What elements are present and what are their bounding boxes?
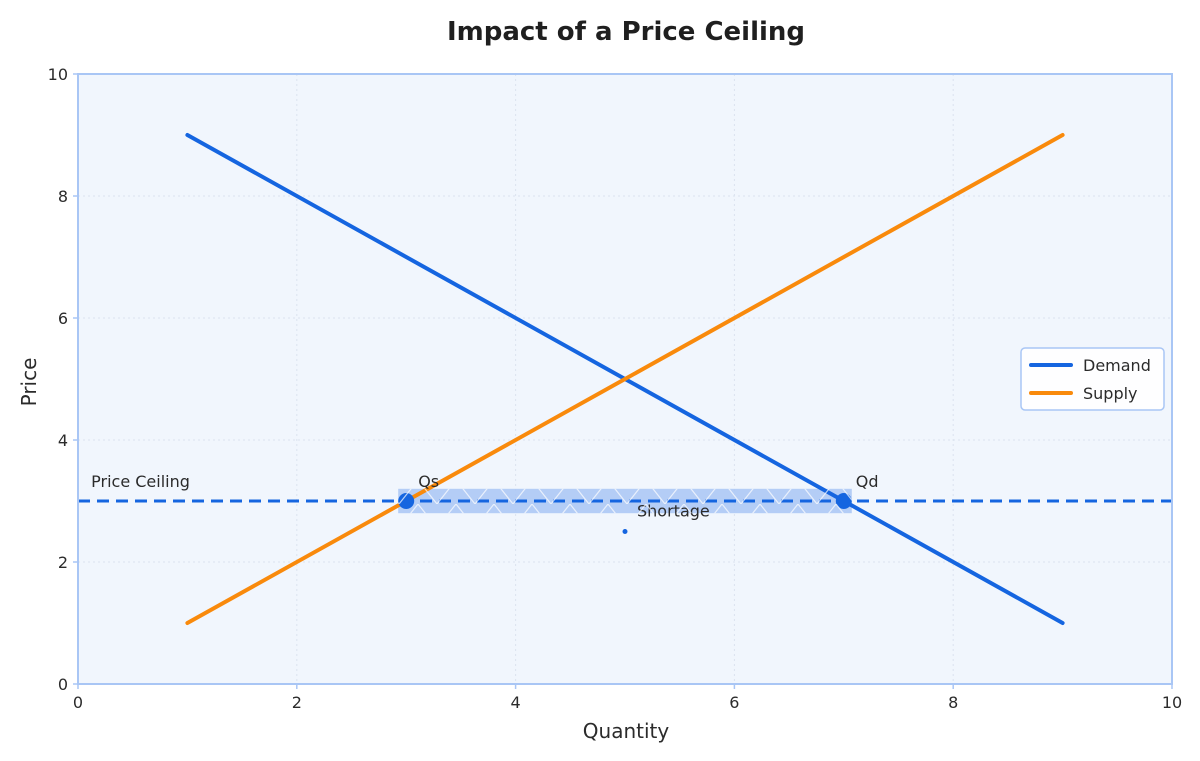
legend: Demand Supply <box>1020 347 1165 411</box>
y-tick-label: 6 <box>58 309 68 328</box>
y-axis-label: Price <box>17 358 41 407</box>
series-lines <box>185 133 1065 625</box>
point-label-qs: Qs <box>418 472 439 491</box>
y-tick-label: 2 <box>58 553 68 572</box>
y-tick-label: 10 <box>48 65 68 84</box>
axis-ticks: 0 2 4 6 8 10 0 2 4 6 8 10 <box>48 65 1183 712</box>
y-tick-label: 8 <box>58 187 68 206</box>
chart-title: Impact of a Price Ceiling <box>447 17 805 47</box>
shortage-hatch <box>398 488 852 514</box>
gridlines <box>78 74 1172 684</box>
point-label-qd: Qd <box>856 472 879 491</box>
plot-border <box>77 73 1173 685</box>
x-tick-label: 2 <box>292 693 302 712</box>
x-tick-label: 6 <box>729 693 739 712</box>
supply-line <box>185 133 1065 625</box>
x-tick-label: 0 <box>73 693 83 712</box>
price-ceiling-label: Price Ceiling <box>91 472 190 491</box>
legend-label-demand: Demand <box>1083 356 1151 375</box>
x-tick-label: 4 <box>511 693 521 712</box>
y-tick-label: 0 <box>58 675 68 694</box>
shortage-marker <box>622 529 628 534</box>
legend-label-supply: Supply <box>1083 384 1138 403</box>
x-axis-label: Quantity <box>583 719 670 743</box>
y-tick-label: 4 <box>58 431 68 450</box>
x-tick-label: 10 <box>1162 693 1182 712</box>
x-tick-label: 8 <box>948 693 958 712</box>
